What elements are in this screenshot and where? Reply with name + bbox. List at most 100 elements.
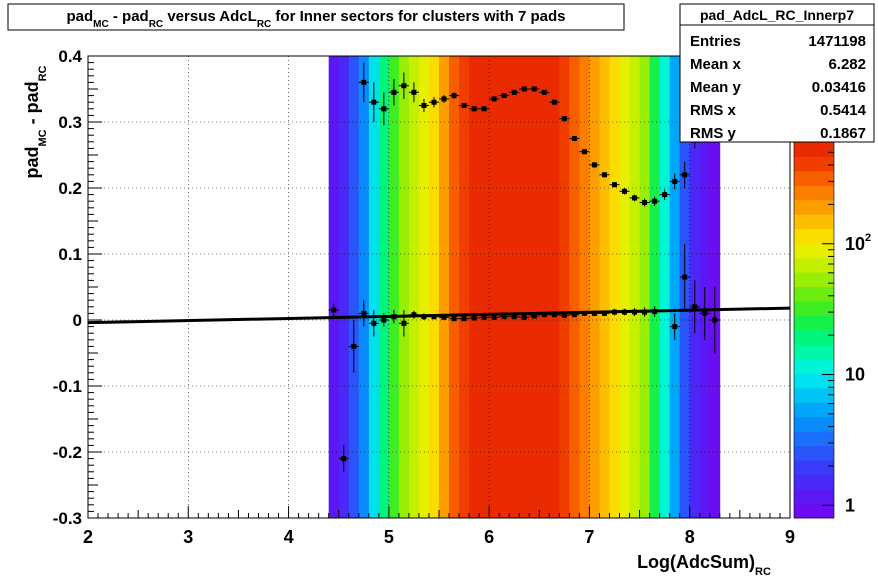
palette-tick-label: 1 (845, 495, 855, 515)
rms-point (669, 173, 680, 190)
marker (331, 307, 337, 313)
rms-point (629, 194, 640, 202)
heatmap-cell (629, 56, 640, 518)
profile-point (599, 310, 610, 317)
marker (561, 312, 567, 318)
palette-swatch (794, 301, 834, 316)
marker (612, 309, 617, 315)
marker (361, 79, 367, 85)
profile-point (699, 287, 710, 340)
y-axis-title-sub: MC (37, 129, 49, 146)
y-axis-title-sub: RC (37, 65, 49, 81)
palette-swatch (794, 416, 834, 432)
marker (551, 99, 557, 105)
rms-point (378, 92, 389, 126)
title-box (7, 3, 625, 31)
profile-point (679, 244, 690, 311)
heatmap-cell (328, 56, 340, 518)
profile-point (398, 310, 409, 337)
palette-swatch (794, 489, 834, 504)
x-tick-label: 4 (284, 527, 294, 547)
marker (511, 314, 517, 320)
palette-tick-base: 10 (845, 234, 865, 254)
palette-swatch (794, 315, 834, 331)
marker (401, 320, 407, 326)
heatmap-cell (579, 56, 590, 518)
heatmap-cell (459, 56, 470, 518)
y-tick-label: 0.4 (58, 47, 82, 66)
stats-value: 0.1867 (820, 125, 866, 142)
marker (401, 83, 407, 89)
heatmap-cell (649, 56, 661, 518)
marker (421, 103, 427, 108)
stats-label: RMS x (690, 102, 737, 119)
marker (471, 106, 477, 112)
profile-point (459, 316, 470, 322)
y-tick-label: 0.1 (58, 245, 82, 264)
marker (541, 89, 547, 95)
marker (471, 315, 477, 321)
x-tick-label: 3 (183, 527, 193, 547)
marker (491, 96, 497, 102)
stats-label: RMS y (690, 125, 737, 142)
rms-point (388, 79, 399, 106)
marker (371, 320, 377, 326)
y-axis-title: padMC - padRC (22, 65, 49, 178)
palette-tick-exponent: 2 (865, 232, 871, 244)
rms-point (659, 189, 670, 200)
marker (531, 313, 537, 319)
marker (622, 309, 628, 315)
title-part: versus AdcL (163, 8, 257, 25)
marker (682, 172, 688, 178)
stats-box: pad_AdcL_RC_Innerp7 Entries 1471198 Mean… (679, 3, 875, 143)
palette-swatch (794, 170, 834, 186)
marker (501, 314, 507, 320)
marker (702, 310, 708, 316)
palette-swatch (794, 445, 834, 461)
stats-value: 1471198 (808, 33, 866, 50)
rms-point (519, 86, 530, 92)
marker (431, 314, 437, 320)
profile-point (549, 312, 560, 318)
palette-swatch (794, 199, 834, 215)
heatmap-cell (639, 56, 650, 518)
marker (441, 96, 447, 102)
marker (601, 172, 607, 178)
profile-point (388, 310, 399, 324)
profile-point (639, 307, 650, 317)
heatmap-cell (569, 56, 580, 518)
x-axis-title-sub: RC (755, 566, 771, 578)
marker (561, 116, 567, 122)
profile-point (569, 312, 580, 318)
rms-point (358, 62, 369, 103)
palette-swatch (794, 272, 834, 288)
x-axis-title: Log(AdcSum)RC (637, 552, 771, 578)
profile-point (539, 312, 550, 318)
marker (461, 316, 467, 322)
marker (612, 182, 617, 188)
marker (682, 274, 688, 280)
marker (441, 314, 447, 320)
heatmap-cell (589, 56, 600, 518)
profile-point (519, 314, 530, 320)
rms-point (559, 116, 570, 122)
profile-point (408, 310, 419, 319)
y-tick-label: 0.3 (58, 113, 82, 132)
marker (541, 312, 547, 318)
rms-point (439, 94, 450, 103)
y-tick-label: 0 (73, 311, 82, 330)
marker (341, 456, 347, 462)
heatmap-cell (378, 56, 390, 518)
rms-point (469, 106, 480, 112)
rms-point (368, 82, 379, 122)
palette-tick-base: 1 (845, 495, 855, 515)
marker (591, 162, 597, 168)
heatmap-cell (659, 56, 671, 518)
marker (632, 195, 638, 201)
marker (511, 89, 517, 95)
title-part: for Inner sectors for clusters with 7 pa… (271, 8, 565, 25)
palette-swatch (794, 431, 834, 447)
palette-swatch (794, 257, 834, 273)
rms-point (489, 96, 500, 102)
profile-point (629, 308, 640, 317)
